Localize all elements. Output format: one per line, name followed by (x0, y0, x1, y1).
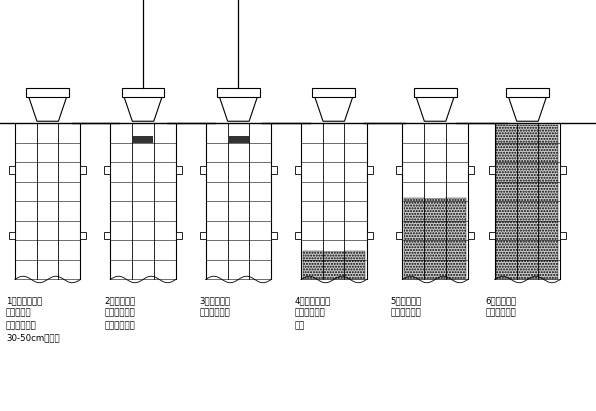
Polygon shape (416, 97, 454, 121)
Bar (496, 125, 558, 279)
Bar (80, 232, 86, 240)
Bar (489, 232, 495, 240)
Bar (367, 166, 372, 174)
Bar (489, 166, 495, 174)
Bar (26, 88, 69, 97)
Bar (228, 136, 249, 143)
Bar (104, 232, 110, 240)
Bar (468, 166, 474, 174)
Polygon shape (29, 97, 67, 121)
Bar (303, 252, 365, 279)
Text: 6、砼灌注完
毕拔出导管。: 6、砼灌注完 毕拔出导管。 (486, 296, 517, 317)
Bar (200, 166, 206, 174)
Bar (396, 232, 402, 240)
Polygon shape (219, 97, 257, 121)
Bar (425, 123, 445, 198)
Text: 4、剪断铁丝，
隔水栓下落孔
底。: 4、剪断铁丝， 隔水栓下落孔 底。 (295, 296, 331, 330)
Bar (133, 136, 153, 143)
Text: 5、连续灌注
砼上提导管。: 5、连续灌注 砼上提导管。 (390, 296, 421, 317)
Bar (176, 166, 182, 174)
Bar (506, 88, 549, 97)
Bar (496, 125, 558, 279)
Bar (295, 232, 301, 240)
Bar (324, 123, 344, 252)
Bar (9, 166, 15, 174)
Bar (404, 198, 466, 279)
Text: 2、悬挂隔水
栓，使其与导
管水面紧贴。: 2、悬挂隔水 栓，使其与导 管水面紧贴。 (104, 296, 135, 330)
Bar (80, 166, 86, 174)
Bar (560, 166, 566, 174)
Polygon shape (315, 97, 353, 121)
Bar (271, 166, 277, 174)
Bar (303, 252, 365, 279)
Bar (396, 166, 402, 174)
Polygon shape (508, 97, 547, 121)
Bar (200, 232, 206, 240)
Bar (295, 166, 301, 174)
Bar (217, 88, 260, 97)
Bar (414, 88, 457, 97)
Text: 3、漏斗盛满
首批封底砼。: 3、漏斗盛满 首批封底砼。 (200, 296, 231, 317)
Bar (9, 232, 15, 240)
Bar (104, 166, 110, 174)
Bar (468, 232, 474, 240)
Polygon shape (124, 97, 162, 121)
Bar (122, 88, 164, 97)
Text: 1、安设导管，
导管底部与
孔底之间留出
30-50cm空隙。: 1、安设导管， 导管底部与 孔底之间留出 30-50cm空隙。 (6, 296, 60, 342)
Bar (176, 232, 182, 240)
Bar (560, 232, 566, 240)
Bar (312, 88, 355, 97)
Bar (367, 232, 372, 240)
Bar (404, 198, 466, 279)
Bar (271, 232, 277, 240)
